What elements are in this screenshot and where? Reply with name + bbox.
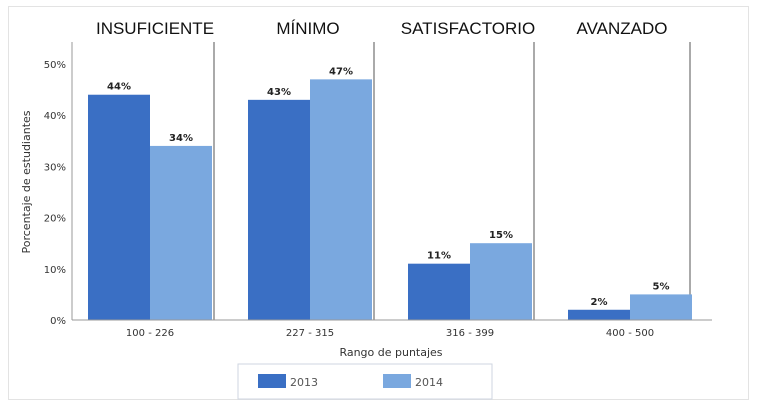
bar-2014-1: [150, 145, 212, 320]
data-label: 2%: [591, 297, 608, 308]
x-axis-labels: 100 - 226 227 - 315 316 - 399 400 - 500: [126, 328, 654, 339]
y-tick-label: 10%: [44, 265, 66, 276]
bar-2013-3: [408, 263, 470, 320]
group-title-avanzado: AVANZADO: [577, 19, 668, 38]
y-tick-label: 0%: [50, 316, 66, 327]
bar-2013-1: [88, 94, 150, 320]
x-tick-label: 227 - 315: [286, 328, 334, 339]
group-title-satisfactorio: SATISFACTORIO: [401, 19, 535, 38]
data-label: 5%: [653, 281, 670, 292]
bar-2014-4: [630, 294, 692, 320]
data-labels: 44% 34% 43% 47% 11% 15% 2% 5%: [107, 66, 669, 307]
x-tick-label: 100 - 226: [126, 328, 174, 339]
y-tick-label: 30%: [44, 162, 66, 173]
data-label: 15%: [489, 230, 513, 241]
data-label: 43%: [267, 87, 291, 98]
bar-2013-2: [248, 99, 310, 320]
legend-label-2013: 2013: [290, 376, 318, 389]
group-dividers: [213, 42, 691, 320]
bar-2014-3: [470, 243, 532, 320]
x-tick-label: 316 - 399: [446, 328, 494, 339]
legend-label-2014: 2014: [415, 376, 443, 389]
legend: 2013 2014: [237, 363, 493, 400]
y-tick-label: 50%: [44, 60, 66, 71]
legend-box: [237, 363, 493, 400]
bar-2013-4: [568, 309, 630, 320]
data-label: 11%: [427, 251, 451, 262]
bars: [88, 79, 692, 320]
x-axis-title: Rango de puntajes: [339, 346, 442, 359]
group-title-insuficiente: INSUFICIENTE: [96, 19, 214, 38]
legend-swatch-2014: [383, 374, 411, 388]
y-tick-label: 40%: [44, 111, 66, 122]
legend-swatch-2013: [258, 374, 286, 388]
y-tick-label: 20%: [44, 214, 66, 225]
data-label: 47%: [329, 66, 353, 77]
bar-2014-2: [310, 79, 372, 320]
category-titles: INSUFICIENTE MÍNIMO SATISFACTORIO AVANZA…: [96, 19, 668, 38]
data-label: 44%: [107, 82, 131, 93]
group-title-minimo: MÍNIMO: [276, 19, 339, 38]
y-axis-ticks: 0% 10% 20% 30% 40% 50%: [44, 60, 66, 327]
x-tick-label: 400 - 500: [606, 328, 654, 339]
data-label: 34%: [169, 133, 193, 144]
y-axis-title: Porcentaje de estudiantes: [20, 110, 33, 253]
